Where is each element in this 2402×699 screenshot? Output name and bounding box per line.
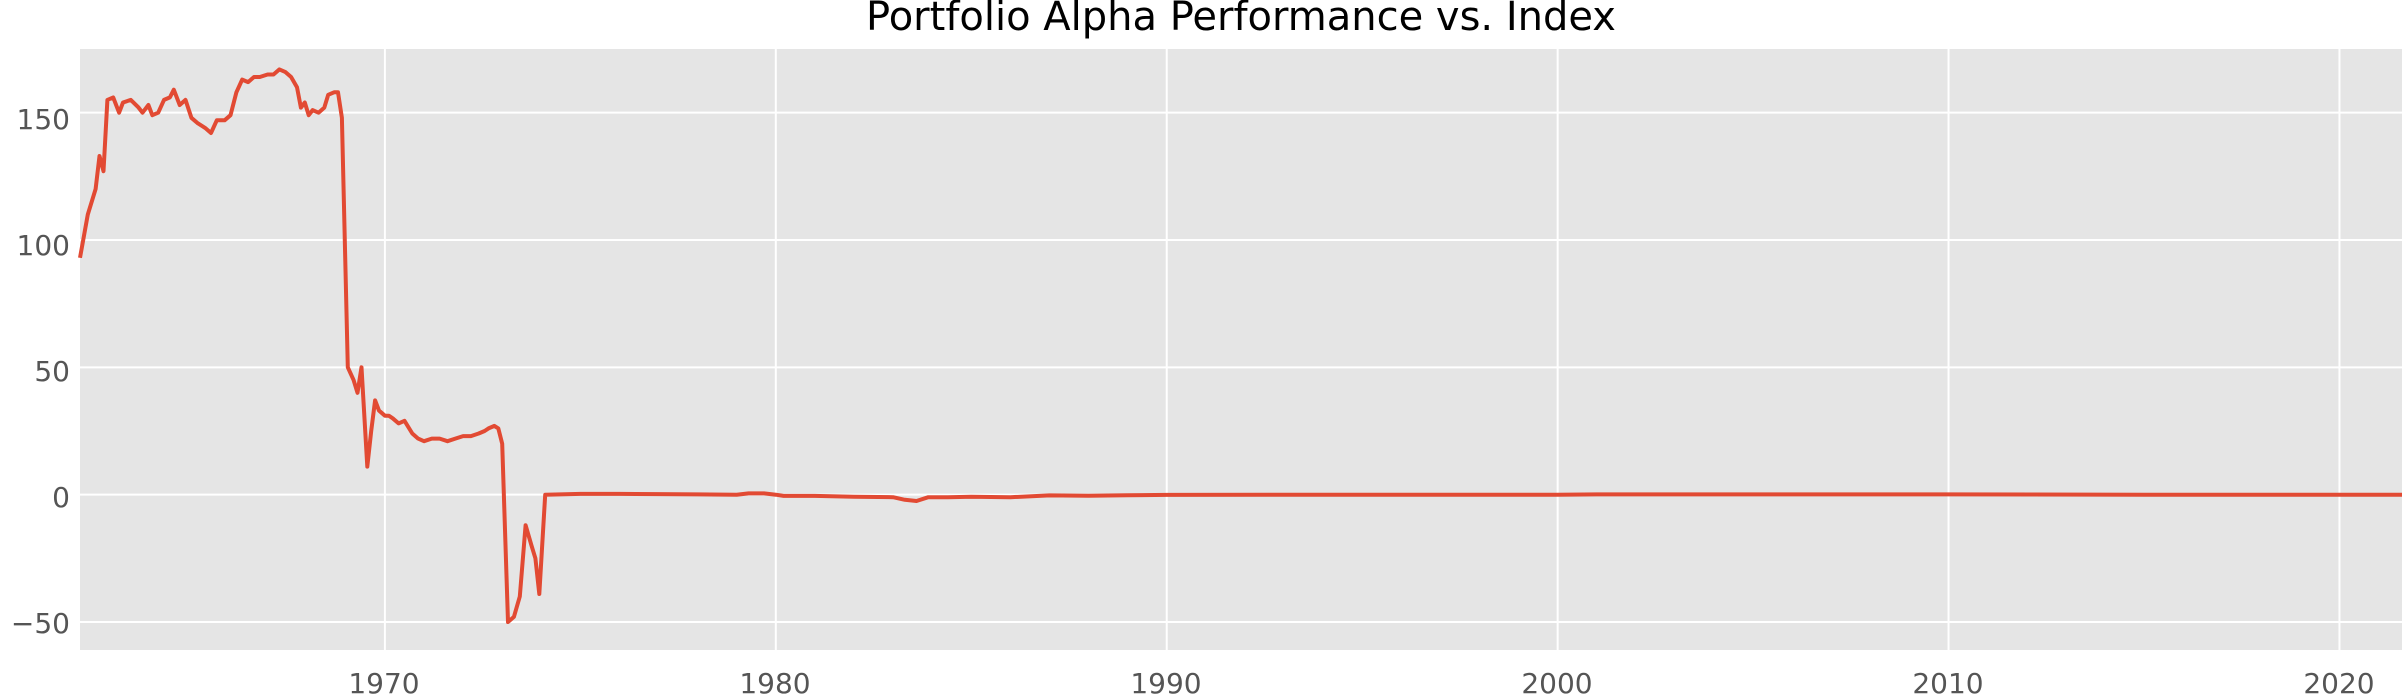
y-tick-label: 0	[52, 481, 70, 514]
y-tick-label: 150	[17, 103, 70, 136]
chart-title: Portfolio Alpha Performance vs. Index	[866, 0, 1616, 40]
y-axis: −50 0 50 100 150	[11, 103, 70, 640]
x-tick-label: 2010	[1912, 667, 1983, 699]
x-tick-label: 1970	[348, 667, 419, 699]
x-tick-label: 2000	[1521, 667, 1592, 699]
series-line	[78, 67, 2402, 624]
y-tick-label: 100	[17, 229, 70, 262]
y-tick-label: −50	[11, 607, 70, 640]
y-tick-label: 50	[34, 355, 70, 388]
grid-lines	[80, 49, 2402, 650]
plot-area	[80, 49, 2402, 650]
x-tick-label: 1980	[739, 667, 810, 699]
x-axis: 1970 1980 1990 2000 2010 2020	[348, 667, 2374, 699]
x-tick-label: 1990	[1130, 667, 1201, 699]
x-tick-label: 2020	[2303, 667, 2374, 699]
series-layer	[78, 67, 2402, 624]
